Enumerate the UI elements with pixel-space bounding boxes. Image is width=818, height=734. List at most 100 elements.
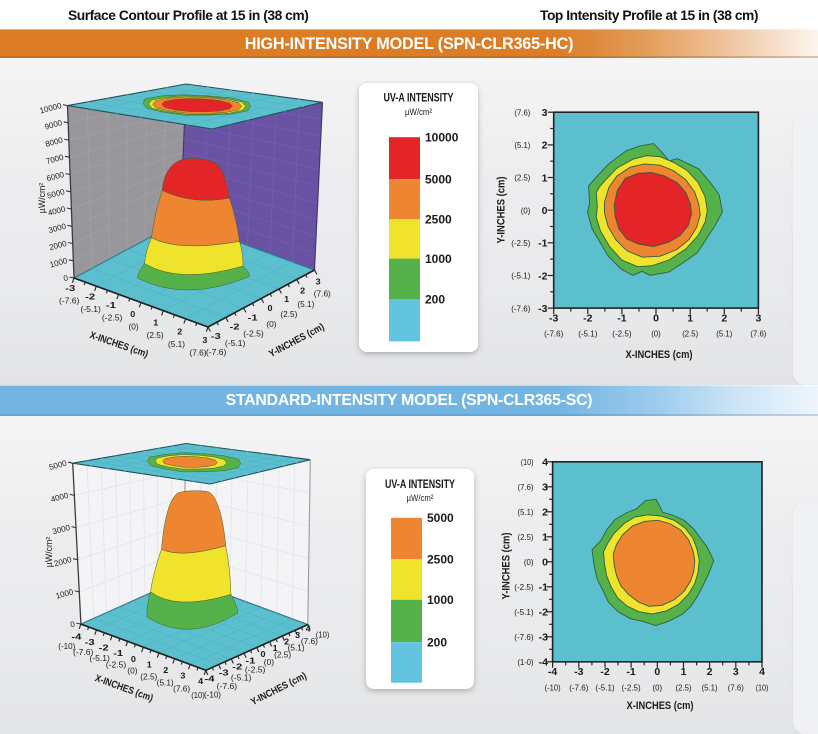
svg-text:0: 0: [542, 205, 548, 217]
svg-text:-1: -1: [539, 582, 548, 594]
svg-text:(-2.5): (-2.5): [245, 666, 266, 675]
svg-text:(7.6): (7.6): [301, 637, 318, 646]
svg-text:(-10): (-10): [204, 691, 221, 700]
svg-text:-1: -1: [245, 655, 255, 665]
svg-text:(-2.5): (-2.5): [511, 238, 530, 248]
svg-text:(7.6): (7.6): [514, 107, 530, 117]
svg-text:(10): (10): [756, 682, 769, 692]
svg-text:(-10): (-10): [545, 682, 561, 692]
svg-text:0: 0: [268, 303, 273, 313]
svg-text:-3: -3: [574, 666, 583, 678]
svg-text:1000: 1000: [55, 587, 75, 600]
svg-text:2500: 2500: [427, 553, 454, 567]
svg-text:(-5.1): (-5.1): [89, 654, 110, 663]
svg-text:Y-INCHES (cm): Y-INCHES (cm): [496, 176, 508, 243]
svg-text:4000: 4000: [50, 491, 70, 504]
svg-text:2: 2: [284, 637, 289, 647]
svg-text:Y-INCHES (cm): Y-INCHES (cm): [501, 532, 513, 599]
svg-text:(-10): (-10): [58, 642, 75, 651]
svg-text:3: 3: [180, 671, 185, 681]
svg-text:1: 1: [153, 318, 158, 328]
svg-text:200: 200: [425, 293, 445, 307]
svg-text:UV-A INTENSITY: UV-A INTENSITY: [384, 93, 454, 105]
svg-text:(2.5): (2.5): [676, 682, 692, 692]
svg-text:2000: 2000: [48, 239, 68, 252]
svg-text:1000: 1000: [425, 252, 452, 266]
svg-text:1: 1: [147, 659, 152, 669]
svg-text:µW/cm²: µW/cm²: [44, 537, 54, 568]
svg-text:X-INCHES (cm): X-INCHES (cm): [626, 349, 693, 361]
svg-text:(5.1): (5.1): [716, 329, 732, 339]
svg-text:(1-0): (1-0): [518, 657, 534, 667]
svg-text:(-5.1): (-5.1): [514, 607, 533, 617]
svg-text:(5.1): (5.1): [702, 682, 718, 692]
svg-text:1000: 1000: [49, 256, 69, 269]
svg-text:-3: -3: [219, 668, 229, 678]
svg-text:10000: 10000: [39, 101, 63, 116]
svg-text:0: 0: [261, 649, 266, 659]
svg-text:4: 4: [542, 457, 548, 469]
svg-text:7000: 7000: [45, 153, 65, 166]
svg-text:1: 1: [542, 532, 548, 544]
svg-text:1: 1: [681, 666, 687, 678]
svg-text:(-2.5): (-2.5): [612, 329, 631, 339]
svg-text:6000: 6000: [46, 170, 66, 183]
svg-text:0: 0: [131, 654, 136, 664]
svg-text:0: 0: [653, 313, 659, 325]
svg-text:1: 1: [273, 643, 278, 653]
svg-text:-3: -3: [549, 313, 558, 325]
svg-text:10000: 10000: [425, 131, 459, 145]
svg-text:-1: -1: [113, 648, 123, 658]
svg-text:(0): (0): [521, 205, 531, 215]
svg-text:-3: -3: [85, 637, 95, 647]
svg-text:4: 4: [759, 666, 765, 678]
svg-text:1: 1: [542, 172, 548, 184]
svg-text:(-5.1): (-5.1): [225, 339, 246, 348]
svg-text:3: 3: [202, 335, 207, 345]
svg-text:0: 0: [130, 309, 135, 319]
svg-text:(2.5): (2.5): [518, 532, 534, 542]
svg-text:Y-INCHES (cm): Y-INCHES (cm): [249, 671, 308, 708]
svg-text:(2.5): (2.5): [682, 329, 698, 339]
svg-text:-2: -2: [538, 270, 547, 282]
svg-text:(-7.6): (-7.6): [217, 682, 238, 691]
svg-text:-1: -1: [538, 238, 547, 250]
svg-text:2: 2: [542, 140, 548, 152]
svg-text:-4: -4: [539, 657, 548, 669]
svg-text:(-2.5): (-2.5): [622, 682, 641, 692]
svg-text:5000: 5000: [46, 187, 66, 200]
svg-text:(-2.5): (-2.5): [514, 582, 533, 592]
svg-text:-2: -2: [85, 292, 95, 302]
svg-text:9000: 9000: [44, 118, 64, 131]
svg-text:(-7.6): (-7.6): [544, 329, 563, 339]
svg-text:(7.6): (7.6): [173, 685, 190, 694]
svg-text:3: 3: [316, 277, 321, 287]
svg-text:(7.6): (7.6): [314, 289, 331, 298]
svg-text:5000: 5000: [425, 173, 452, 187]
svg-text:0: 0: [62, 273, 69, 283]
svg-text:(0): (0): [524, 557, 534, 567]
svg-text:5000: 5000: [427, 511, 454, 525]
svg-text:4: 4: [306, 624, 311, 634]
svg-text:(-7.6): (-7.6): [511, 303, 530, 313]
svg-text:(10): (10): [191, 691, 205, 700]
svg-text:-2: -2: [583, 313, 592, 325]
svg-text:X-INCHES (cm): X-INCHES (cm): [627, 700, 694, 712]
svg-text:(2.5): (2.5): [147, 331, 164, 340]
svg-text:(5.1): (5.1): [168, 340, 185, 349]
svg-text:-2: -2: [600, 666, 609, 678]
svg-text:(5.1): (5.1): [514, 140, 530, 150]
svg-text:2: 2: [163, 665, 168, 675]
svg-text:8000: 8000: [44, 135, 64, 148]
svg-text:(-5.1): (-5.1): [595, 682, 614, 692]
svg-text:3000: 3000: [51, 523, 71, 536]
svg-text:(5.1): (5.1): [518, 507, 534, 517]
svg-text:(7.6): (7.6): [518, 482, 534, 492]
svg-text:µW/cm²: µW/cm²: [37, 183, 47, 214]
svg-text:-3: -3: [538, 303, 547, 315]
svg-text:3: 3: [295, 630, 300, 640]
svg-text:2000: 2000: [53, 555, 73, 568]
svg-text:(-5.1): (-5.1): [231, 674, 252, 683]
svg-text:0: 0: [654, 666, 660, 678]
svg-text:(-7.6): (-7.6): [569, 682, 588, 692]
